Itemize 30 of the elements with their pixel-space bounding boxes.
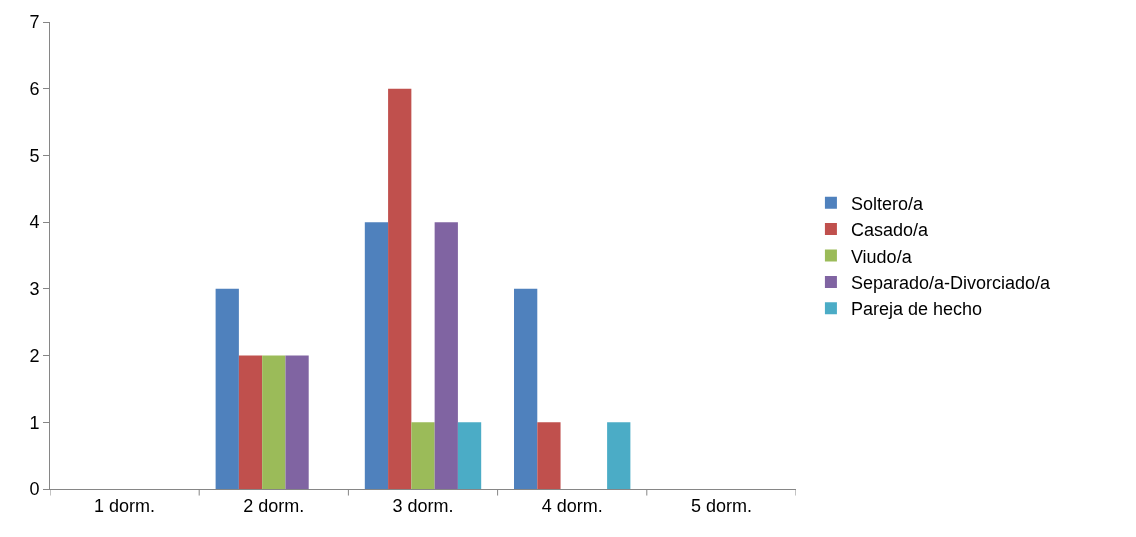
- bar: [388, 88, 412, 489]
- bar: [238, 355, 263, 489]
- y-tick-label: 7: [29, 12, 40, 33]
- bar: [411, 422, 435, 489]
- y-tick-label: 2: [29, 345, 40, 366]
- x-tick-label: 3 dorm.: [392, 495, 454, 516]
- bar: [607, 422, 631, 489]
- y-tick-label: 3: [29, 279, 40, 300]
- bar: [514, 288, 538, 489]
- y-tick-label: 5: [29, 145, 40, 166]
- x-tick-label: 1 dorm.: [94, 495, 156, 516]
- bar: [364, 222, 389, 489]
- y-tick-label: 4: [29, 212, 40, 233]
- legend-label: Pareja de hecho: [850, 299, 983, 320]
- legend-label: Separado/a-Divorciado/a: [850, 272, 1052, 293]
- legend-label: Casado/a: [850, 220, 929, 241]
- bar: [537, 422, 561, 489]
- x-tick-label: 5 dorm.: [690, 495, 752, 516]
- legend-label: Soltero/a: [850, 193, 924, 214]
- y-tick-label: 0: [29, 479, 40, 500]
- bar: [457, 422, 482, 489]
- x-tick-label: 2 dorm.: [243, 495, 305, 516]
- x-tick-label: 4 dorm.: [541, 495, 603, 516]
- bar: [434, 222, 458, 489]
- bar: [215, 288, 239, 489]
- bar: [285, 355, 309, 489]
- y-tick-label: 6: [29, 79, 40, 100]
- y-tick-label: 1: [29, 412, 40, 433]
- legend-label: Viudo/a: [850, 246, 913, 267]
- bar: [262, 355, 286, 489]
